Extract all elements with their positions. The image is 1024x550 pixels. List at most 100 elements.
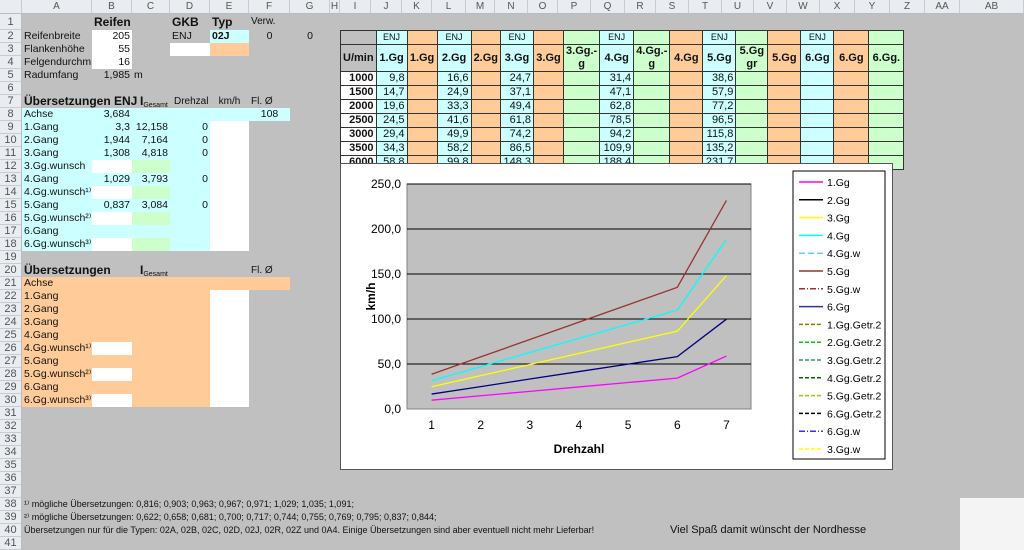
row-header-1[interactable]: 1 <box>0 14 22 30</box>
column-header-Q[interactable]: Q <box>591 0 625 14</box>
table-cell[interactable]: 3.Gg <box>500 44 535 72</box>
cell-D9[interactable]: 0 <box>202 121 208 133</box>
row-header-25[interactable]: 25 <box>0 329 22 342</box>
table-cell[interactable] <box>470 85 502 100</box>
cell-A15[interactable]: 5.Gang <box>24 199 59 211</box>
cell-B1[interactable]: Reifen <box>94 15 131 29</box>
table-cell[interactable]: ENJ <box>599 30 635 45</box>
row-header-11[interactable]: 11 <box>0 147 22 160</box>
cell-B15[interactable]: 0,837 <box>103 199 130 211</box>
table-cell[interactable] <box>767 141 802 156</box>
row-header-27[interactable]: 27 <box>0 355 22 368</box>
table-cell[interactable]: 61,8 <box>500 113 535 128</box>
cell-C5[interactable]: m <box>134 69 143 81</box>
table-cell[interactable]: 24,5 <box>375 113 408 128</box>
table-cell[interactable]: 5.Gg gr <box>735 44 769 72</box>
table-cell[interactable]: 1000 <box>340 71 377 86</box>
cell-A5[interactable]: Radumfang <box>24 69 79 81</box>
table-cell[interactable]: 6.Gg. <box>868 44 905 72</box>
row-header-4[interactable]: 4 <box>0 56 22 69</box>
column-header-U[interactable]: U <box>722 0 754 14</box>
table-cell[interactable]: 34,3 <box>375 141 408 156</box>
cell-B10[interactable]: 1,944 <box>103 134 130 146</box>
cell-A8[interactable]: Achse <box>24 108 54 120</box>
cell-A13[interactable]: 4.Gang <box>24 173 59 185</box>
column-header-C[interactable]: C <box>132 0 170 14</box>
table-cell[interactable] <box>563 113 601 128</box>
table-cell[interactable] <box>735 141 769 156</box>
row-header-24[interactable]: 24 <box>0 316 22 329</box>
table-cell[interactable]: 16,6 <box>436 71 472 86</box>
column-header-E[interactable]: E <box>210 0 249 14</box>
table-cell[interactable]: 86,5 <box>500 141 535 156</box>
table-cell[interactable] <box>406 113 438 128</box>
table-cell[interactable] <box>669 99 704 114</box>
table-cell[interactable] <box>563 71 601 86</box>
table-cell[interactable] <box>406 127 438 142</box>
column-header-D[interactable]: D <box>170 0 210 14</box>
cell-A30[interactable]: 6.Gg.wunsch³⁾ <box>24 394 92 406</box>
table-cell[interactable] <box>533 85 565 100</box>
column-header-B[interactable]: B <box>92 0 132 14</box>
table-cell[interactable] <box>833 113 870 128</box>
table-cell[interactable]: 135,2 <box>702 141 737 156</box>
table-cell[interactable] <box>633 141 671 156</box>
table-cell[interactable] <box>669 71 704 86</box>
table-cell[interactable]: 5.Gg <box>767 44 802 72</box>
column-header-S[interactable]: S <box>656 0 689 14</box>
row-header-2[interactable]: 2 <box>0 30 22 43</box>
table-cell[interactable] <box>767 99 802 114</box>
cell-A7[interactable]: Übersetzungen ENJ <box>24 94 138 108</box>
cell-B5[interactable]: 1,985 <box>103 69 130 81</box>
column-header-F[interactable]: F <box>249 0 290 14</box>
row-header-30[interactable]: 30 <box>0 394 22 407</box>
select-all-corner[interactable] <box>0 0 22 14</box>
table-cell[interactable] <box>868 85 905 100</box>
table-cell[interactable] <box>533 113 565 128</box>
table-cell[interactable] <box>470 71 502 86</box>
row-header-36[interactable]: 36 <box>0 472 22 485</box>
column-header-AB[interactable]: AB <box>960 0 1024 14</box>
table-cell[interactable]: U/min <box>340 44 377 72</box>
table-cell[interactable] <box>669 141 704 156</box>
column-header-M[interactable]: M <box>466 0 495 14</box>
row-header-17[interactable]: 17 <box>0 225 22 238</box>
table-cell[interactable]: 49,9 <box>436 127 472 142</box>
table-cell[interactable]: 4.Gg <box>669 44 704 72</box>
table-cell[interactable] <box>767 30 802 45</box>
cell-G2[interactable]: 0 <box>307 30 313 42</box>
cell-A29[interactable]: 6.Gang <box>24 381 59 393</box>
table-cell[interactable] <box>633 113 671 128</box>
cell-F8[interactable]: 108 <box>260 108 279 120</box>
cell-C15[interactable]: 3,084 <box>141 199 168 211</box>
table-cell[interactable]: 9,8 <box>375 71 408 86</box>
table-cell[interactable] <box>633 85 671 100</box>
table-cell[interactable] <box>470 127 502 142</box>
cell-F20[interactable]: Fl. Ø <box>251 265 273 276</box>
column-header-Y[interactable]: Y <box>855 0 890 14</box>
cell-B8[interactable]: 3,684 <box>103 108 130 120</box>
table-cell[interactable] <box>563 85 601 100</box>
column-header-K[interactable]: K <box>402 0 432 14</box>
table-cell[interactable] <box>833 99 870 114</box>
cell-F1[interactable]: Verw. <box>251 16 276 27</box>
row-header-22[interactable]: 22 <box>0 290 22 303</box>
table-cell[interactable] <box>563 99 601 114</box>
cell-B4[interactable]: 16 <box>118 56 130 68</box>
table-cell[interactable] <box>800 113 835 128</box>
table-cell[interactable] <box>767 113 802 128</box>
table-cell[interactable] <box>735 99 769 114</box>
row-header-28[interactable]: 28 <box>0 368 22 381</box>
table-cell[interactable]: 109,9 <box>599 141 635 156</box>
cell-A21[interactable]: Achse <box>24 277 54 289</box>
table-cell[interactable]: 49,4 <box>500 99 535 114</box>
speed-chart[interactable]: 0,0 50,0 100,0 150,0 200,0 250,0 1 2 3 4 5 6 7 Drehza… <box>340 163 893 470</box>
table-cell[interactable] <box>340 30 377 45</box>
table-cell[interactable]: 58,2 <box>436 141 472 156</box>
table-cell[interactable]: 19,6 <box>375 99 408 114</box>
column-header-L[interactable]: L <box>432 0 466 14</box>
table-cell[interactable] <box>406 71 438 86</box>
row-header-41[interactable]: 41 <box>0 537 22 550</box>
cell-D13[interactable]: 0 <box>202 173 208 185</box>
table-cell[interactable] <box>735 127 769 142</box>
